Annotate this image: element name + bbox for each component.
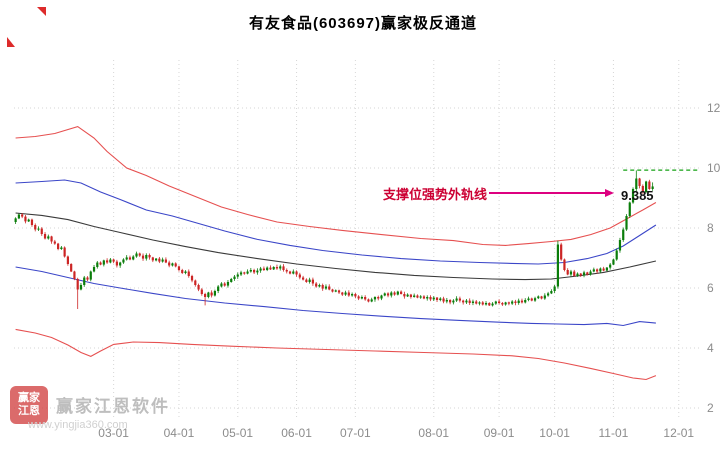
logo-text-line: 江恩 [18, 405, 40, 417]
candles-layer [14, 170, 654, 309]
watermark-url: www.yingjia360.com [28, 419, 128, 431]
y-axis-tick-label: 2 [707, 401, 714, 415]
upper-outer-red-line [15, 125, 657, 246]
annotation-label: 支撑位强势外轨线 [383, 186, 488, 202]
x-axis-tick-label: 03-01 [98, 426, 129, 440]
x-axis-tick-label: 05-01 [222, 426, 253, 440]
annotation-arrow-icon [605, 189, 615, 197]
x-axis-tick-label: 08-01 [418, 426, 449, 440]
x-axis-tick-label: 10-01 [539, 426, 570, 440]
page-title: 有友食品(603697)赢家极反通道 [248, 15, 478, 32]
brand-logo: 赢家 江恩 [10, 386, 48, 424]
y-axis-tick-label: 8 [707, 221, 714, 235]
upper-blue-line [15, 179, 657, 265]
grid-layer [14, 60, 700, 420]
support-annotation: 支撑位强势外轨线 [383, 185, 615, 202]
x-axis-tick-label: 06-01 [281, 426, 312, 440]
y-axis-tick-label: 12 [707, 101, 721, 115]
axis-labels-layer: 2 4 6 8 10 12 03-01 04-01 05-01 06-01 07-01 08-01 09… [98, 101, 720, 440]
middle-black-line [15, 212, 657, 281]
lower-blue-line [15, 266, 656, 327]
last-price-label: 9.385 [621, 188, 654, 203]
red-marker-icon [37, 7, 46, 16]
x-axis-tick-label: 11-01 [599, 426, 629, 440]
y-axis-tick-label: 10 [707, 161, 721, 175]
x-axis-tick-label: 07-01 [340, 426, 371, 440]
y-axis-tick-label: 6 [707, 281, 714, 295]
y-axis-tick-label: 4 [707, 341, 714, 355]
annotation-arrow-line [489, 192, 606, 194]
watermark-brand-name: 赢家江恩软件 [56, 397, 170, 416]
channel-lines-layer [15, 125, 657, 381]
x-axis-tick-label: 04-01 [164, 426, 195, 440]
watermark: 赢家 江恩 赢家江恩软件 www.yingjia360.com [10, 386, 270, 442]
logo-text-line: 赢家 [18, 392, 40, 404]
red-marker-icon [7, 37, 15, 47]
x-axis-tick-label: 09-01 [484, 426, 515, 440]
x-axis-tick-label: 12-01 [663, 426, 694, 440]
lower-outer-red-line [15, 328, 657, 381]
